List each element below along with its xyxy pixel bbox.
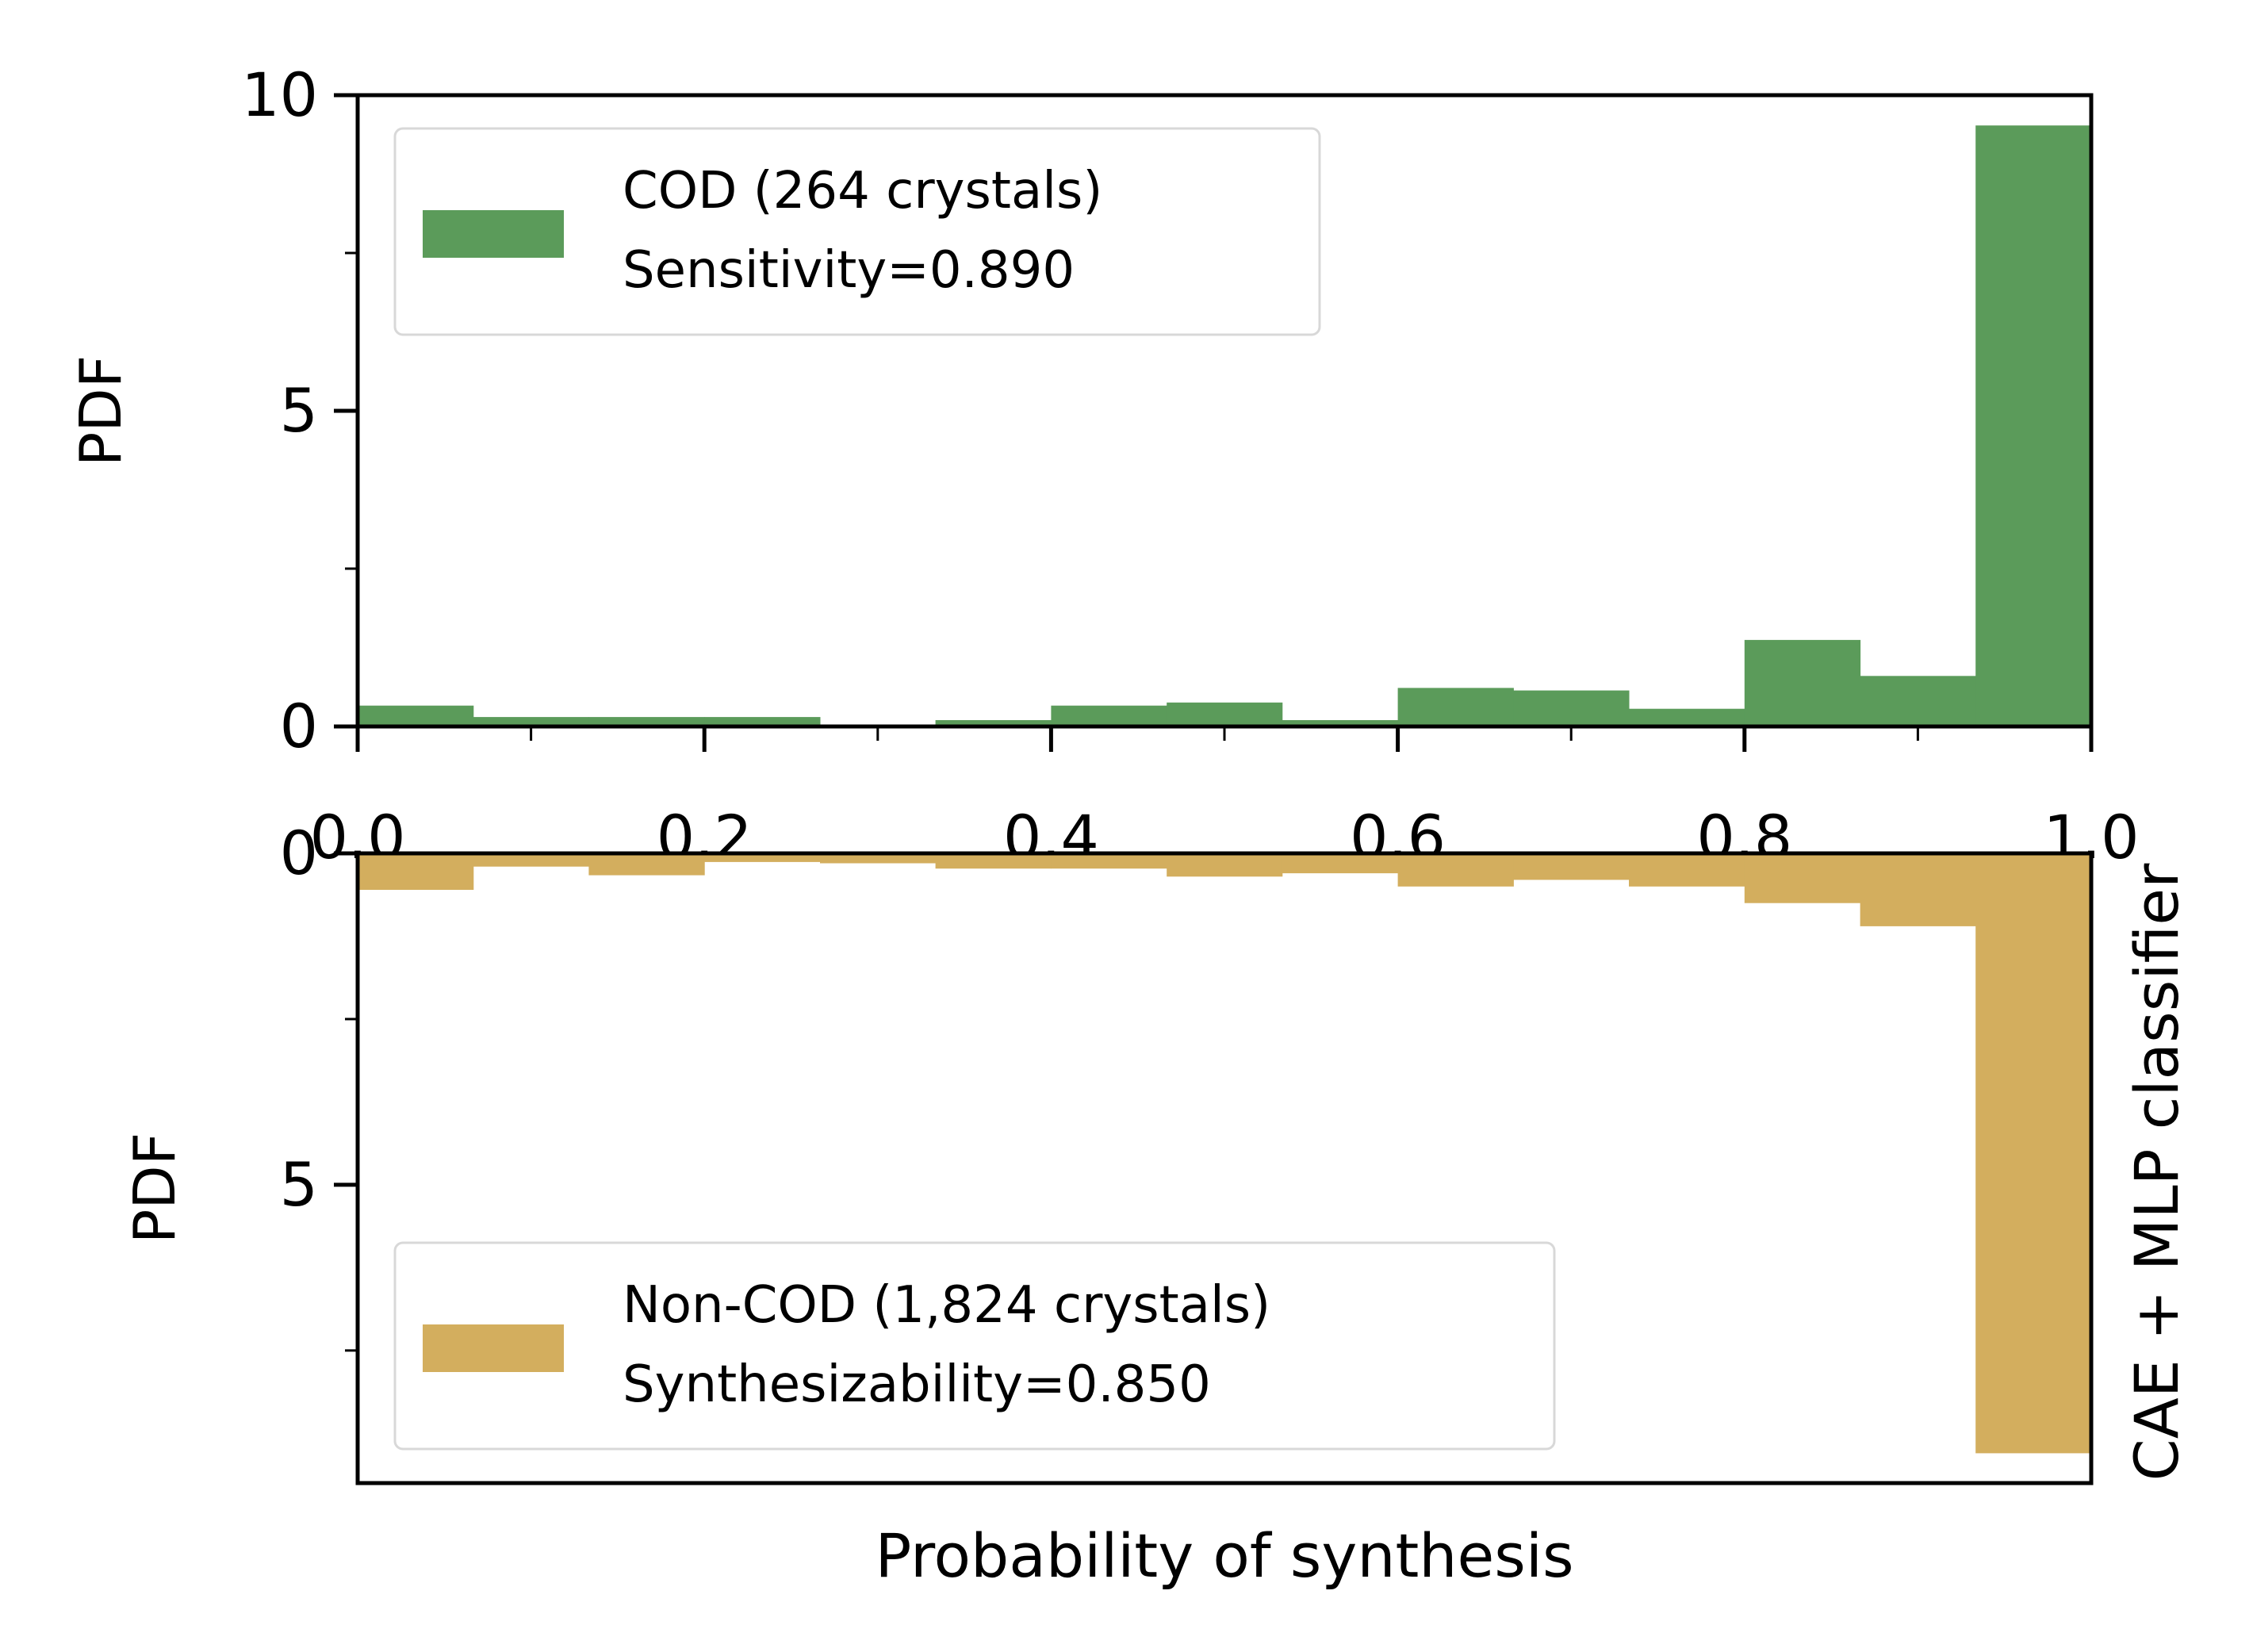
top-legend-line-2: Sensitivity=0.890 — [623, 241, 1075, 300]
top-bar — [1513, 690, 1630, 726]
top-ylabel: PDF — [67, 355, 134, 466]
bottom-bar — [588, 853, 705, 876]
top-ytick-label: 0 — [280, 691, 318, 761]
top-legend: COD (264 crystals) Sensitivity=0.890 — [393, 127, 1321, 336]
bottom-bar — [1513, 853, 1630, 880]
top-bar — [1860, 676, 1976, 726]
bottom-legend-line-1: Non-COD (1,824 crystals) — [623, 1276, 1270, 1335]
top-bar — [935, 720, 1052, 726]
top-bar — [1397, 688, 1514, 726]
top-bar — [704, 717, 821, 726]
bottom-bar — [1282, 853, 1399, 874]
bottom-bar — [473, 853, 589, 867]
top-bar — [1744, 639, 1861, 726]
bottom-bar — [1629, 853, 1745, 887]
top-bar — [1167, 702, 1283, 726]
side-label: CAE + MLP classifier — [2121, 863, 2192, 1481]
bottom-bar — [1397, 853, 1514, 887]
top-bar — [1629, 708, 1745, 726]
bottom-bar — [935, 853, 1052, 869]
top-legend-box — [393, 127, 1321, 336]
top-bars — [358, 125, 2092, 726]
top-ytick-label: 10 — [241, 59, 318, 130]
bottom-legend-box — [393, 1241, 1556, 1451]
bottom-bar — [704, 853, 821, 862]
top-legend-line-1: COD (264 crystals) — [623, 162, 1102, 220]
top-x-ticks: 0.0 0.2 0.4 0.6 0.8 1.0 — [310, 726, 2139, 872]
bottom-legend-swatch — [423, 1324, 564, 1372]
top-histogram-panel: 0 5 10 0.0 0.2 0.4 0.6 0.8 1.0 PDF COD (264 cry… — [67, 59, 2139, 872]
top-bar — [588, 717, 705, 726]
top-bar — [1051, 705, 1167, 726]
top-y-ticks: 0 5 10 — [241, 59, 358, 761]
bottom-bar — [1051, 853, 1167, 869]
bottom-ylabel: PDF — [121, 1133, 188, 1244]
top-bar — [473, 717, 589, 726]
bottom-bar — [358, 853, 474, 890]
top-bar — [358, 705, 474, 726]
bottom-axes-frame — [355, 851, 2094, 1485]
bottom-bar — [1860, 853, 1976, 926]
bottom-legend: Non-COD (1,824 crystals) Synthesizabilit… — [393, 1241, 1556, 1451]
bottom-bar — [1744, 853, 1861, 903]
top-ytick-label: 5 — [280, 375, 318, 446]
bottom-ytick-label: 0 — [280, 818, 318, 888]
top-bar — [1282, 720, 1399, 726]
bottom-bar — [1167, 853, 1283, 877]
top-bar — [1975, 125, 2092, 726]
bottom-ytick-label: 5 — [280, 1149, 318, 1220]
bottom-bar — [1975, 853, 2092, 1454]
bottom-y-ticks: 05 — [280, 818, 358, 1352]
x-axis-label: Probability of synthesis — [875, 1520, 1573, 1591]
bottom-histogram-panel: 05 PDF Non-COD (1,824 crystals) Synthesi… — [121, 818, 2094, 1485]
bottom-legend-line-2: Synthesizability=0.850 — [623, 1355, 1211, 1414]
bottom-bar — [820, 853, 937, 864]
top-legend-swatch — [423, 210, 564, 258]
bottom-bars — [358, 853, 2092, 1454]
